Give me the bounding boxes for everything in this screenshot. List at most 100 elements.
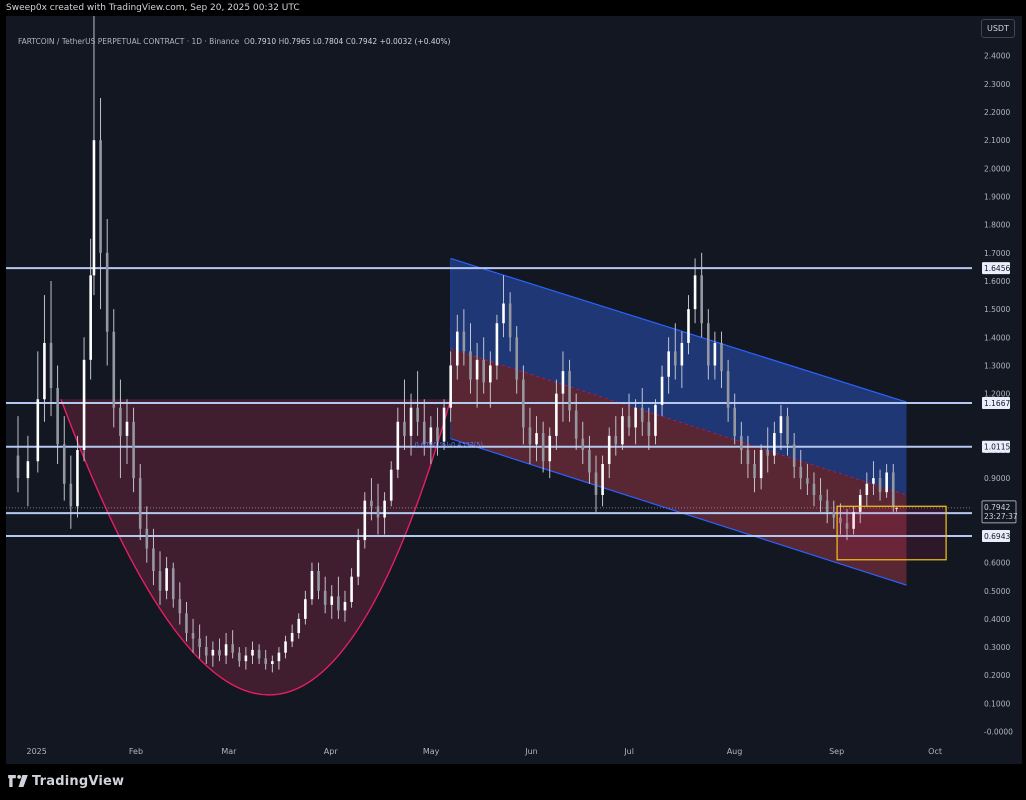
candle-body [290,632,294,642]
candle-body [588,449,591,473]
time-tick-label: Jun [524,747,538,756]
price-tick-label: 0.9000 [984,474,1010,483]
candle-body [449,365,452,408]
candle-body [310,571,314,600]
candle-body [680,342,684,366]
candle-body [541,433,545,462]
price-tick-label: 2.3000 [984,80,1010,89]
close-value: 0.7942 [350,37,378,46]
candle-body [244,655,248,662]
candle-body [885,472,888,493]
candle-body [469,351,472,380]
candle-body [733,407,737,436]
candle-body [350,576,353,603]
candle-body [99,140,102,253]
price-tick-label: 2.1000 [984,136,1010,145]
header-credit: Sweep0x created with TradingView.com, Se… [6,3,300,13]
candle-body [845,523,849,529]
candle-body [475,359,479,380]
price-tick-label: 0.3000 [984,643,1010,652]
candle-body [601,464,604,496]
time-tick-label: Oct [928,747,942,756]
candle-body [185,613,188,633]
high-value: 0.7965 [284,37,311,46]
level-price-tag [982,397,1010,410]
candle-body [138,478,142,529]
channel-upper-line [450,257,907,403]
candle-body [799,466,803,479]
candle-body [224,644,228,656]
candle-body [806,478,809,484]
candle-body [891,472,895,507]
candle-body [416,407,419,422]
candle-body [614,435,618,445]
chart-frame[interactable]: 0.6740(%)-0.4337(5) 2.4000 2.3000 2.2000 2.1… [6,16,1022,764]
price-tick-label: 0.2000 [984,671,1010,680]
candle-body [489,365,492,383]
price-tick-label: 1.3000 [984,361,1010,370]
high-label: H [278,37,285,46]
channel-lower-fill [450,348,907,586]
candle-body [82,359,86,450]
candle-body [337,596,340,611]
current-price-label: 0.7942 [984,503,1010,512]
candle-body [878,478,882,493]
candle-body [389,469,393,501]
candle-body [687,309,690,343]
candle-body [753,464,756,479]
candle-body [409,407,413,436]
candle-body [356,540,360,577]
candle-body [191,632,195,639]
candle-body [872,478,875,484]
price-tick-label: 0.5000 [984,587,1010,596]
plot-area[interactable]: 0.6740(%)-0.4337(5) 2.4000 2.3000 2.2000 2.1… [6,16,1022,764]
channel-mid-line [450,348,907,496]
candle-body [522,379,525,428]
symbol-info: FARTCOIN / TetherUS PERPETUAL CONTRACT ·… [18,37,450,46]
candle-body [112,331,116,408]
close-label: C [345,37,351,46]
time-tick-label: 2025 [27,747,47,756]
candle-body [396,421,400,470]
level-price-label: 1.1667 [984,399,1010,408]
candle-body [43,342,46,400]
candle-body [455,331,459,366]
candle-body [297,618,301,633]
candle-body [812,483,816,496]
candle-body [621,416,624,445]
tradingview-logo-icon [8,775,28,787]
candle-body [198,638,201,648]
low-label: L [312,37,318,46]
candle-body [839,517,842,524]
candle-body [165,568,168,591]
candle-body [759,449,763,479]
candle-body [535,433,538,445]
candle-body [26,461,30,479]
candle-body [76,449,79,507]
time-tick-label: Feb [129,747,143,756]
candle-body [178,599,182,614]
candle-body [568,371,571,411]
candle-body [49,342,53,388]
candle-body [495,323,499,366]
channel-label: 0.6740(%)-0.4337(5) [415,441,483,449]
price-tick-label: 2.4000 [984,52,1010,61]
price-tick-label: 1.9000 [984,193,1010,202]
low-value: 0.7804 [317,37,344,46]
candle-body [158,571,162,591]
candle-body [819,495,822,501]
candle-body [594,472,598,496]
candle-body [89,275,92,360]
candle-body [779,416,783,434]
currency-button[interactable]: USDT [981,19,1015,38]
candle-body [62,444,66,484]
candle-body [284,641,287,653]
cup-curve [60,399,452,696]
candle-body [740,435,743,450]
candle-body [271,661,274,664]
candle-body [69,483,73,507]
candle-body [376,506,380,518]
candle-body [16,455,20,479]
candle-body [264,658,268,664]
candle-body [251,649,254,656]
